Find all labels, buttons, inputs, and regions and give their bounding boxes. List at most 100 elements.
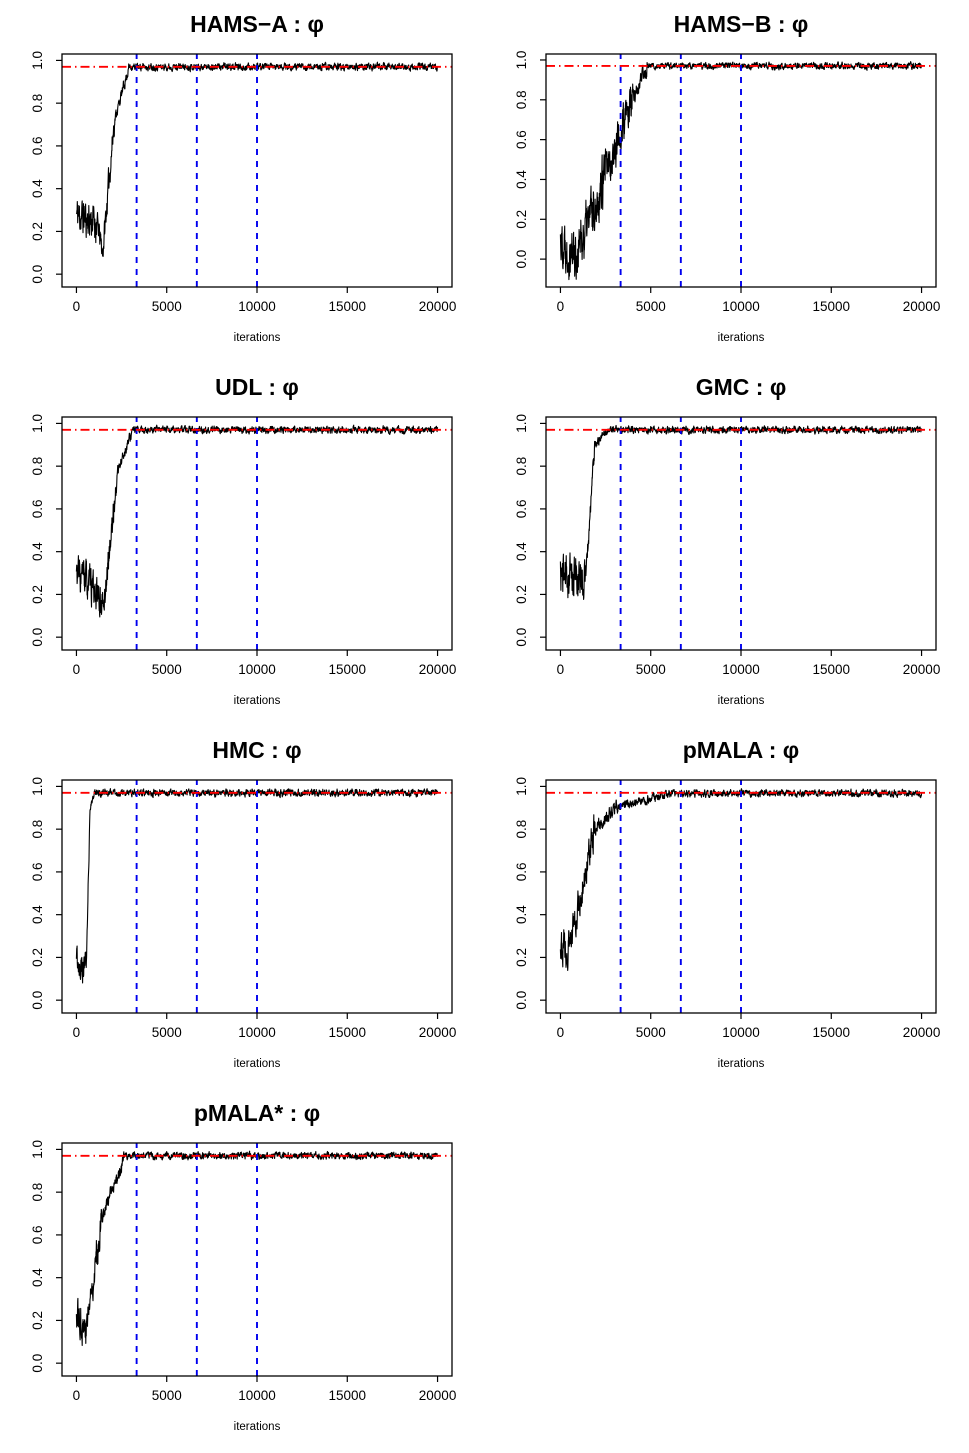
- x-tick-label: 10000: [238, 1025, 276, 1040]
- x-tick-label: 20000: [903, 662, 941, 677]
- x-tick-label: 10000: [238, 1388, 276, 1403]
- chart-title: GMC : φ: [696, 374, 787, 400]
- y-tick-label: 0.6: [30, 1226, 45, 1245]
- x-tick-label: 15000: [329, 299, 367, 314]
- y-tick-label: 1.0: [30, 414, 45, 433]
- y-tick-label: 0.0: [30, 991, 45, 1010]
- x-axis-label: iterations: [718, 1058, 765, 1070]
- y-tick-label: 0.8: [30, 820, 45, 839]
- trace-plot-svg: HAMS−B : φ 0 5000 10000 15000 20000 0.0 0.2 0.4 0…: [514, 11, 941, 344]
- x-tick-label: 15000: [329, 662, 367, 677]
- x-tick-label: 20000: [419, 1388, 457, 1403]
- y-tick-label: 0.4: [30, 905, 45, 924]
- trace-plot-2: HAMS−B : φ 0 5000 10000 15000 20000 0.0 0.2 0.4 0…: [484, 0, 968, 363]
- y-tick-label: 0.6: [30, 863, 45, 882]
- chart-title: HMC : φ: [212, 737, 301, 763]
- trace-plot-7: pMALA* : φ 0 5000 10000 15000 20000 0.0 0.2 0.4 0…: [0, 1089, 484, 1452]
- trace-plot-1: HAMS−A : φ 0 5000 10000 15000 20000 0.0 0.2 0.4 0…: [0, 0, 484, 363]
- x-tick-label: 20000: [903, 299, 941, 314]
- y-tick-label: 0.0: [514, 628, 529, 647]
- y-tick-label: 0.2: [514, 948, 529, 967]
- y-tick-label: 0.8: [514, 457, 529, 476]
- y-tick-label: 0.2: [30, 585, 45, 604]
- trace-plot-5: HMC : φ 0 5000 10000 15000 20000 0.0 0.2 0.4 0.6 0…: [0, 726, 484, 1089]
- x-tick-label: 5000: [152, 662, 182, 677]
- y-tick-label: 0.6: [514, 500, 529, 519]
- x-tick-label: 15000: [329, 1025, 367, 1040]
- y-tick-label: 0.8: [30, 457, 45, 476]
- x-tick-label: 0: [73, 662, 81, 677]
- x-tick-label: 0: [557, 1025, 565, 1040]
- trace-plot-svg: HMC : φ 0 5000 10000 15000 20000 0.0 0.2 0.4 0.6 0…: [30, 737, 457, 1070]
- y-tick-label: 1.0: [30, 777, 45, 796]
- plot-box: [61, 779, 453, 1014]
- y-tick-label: 1.0: [514, 51, 529, 70]
- x-tick-label: 15000: [813, 1025, 851, 1040]
- trace-plot-svg: HAMS−A : φ 0 5000 10000 15000 20000 0.0 0.2 0.4 0…: [30, 11, 457, 344]
- y-tick-label: 0.0: [30, 265, 45, 284]
- x-tick-label: 0: [557, 662, 565, 677]
- x-tick-label: 10000: [238, 299, 276, 314]
- x-tick-label: 10000: [238, 662, 276, 677]
- x-axis-label: iterations: [234, 332, 281, 344]
- y-tick-label: 0.2: [30, 1311, 45, 1330]
- y-tick-label: 0.4: [30, 1268, 45, 1287]
- plot-box: [545, 779, 937, 1014]
- y-tick-label: 0.0: [514, 250, 529, 269]
- trace-plot-4: GMC : φ 0 5000 10000 15000 20000 0.0 0.2 0.4 0.6 0…: [484, 363, 968, 726]
- y-tick-label: 0.2: [514, 585, 529, 604]
- x-tick-label: 10000: [722, 662, 760, 677]
- y-tick-label: 0.4: [30, 542, 45, 561]
- x-tick-label: 5000: [636, 662, 666, 677]
- x-tick-label: 5000: [152, 1388, 182, 1403]
- y-tick-label: 0.6: [30, 500, 45, 519]
- chart-title: pMALA* : φ: [194, 1100, 320, 1126]
- trace-plot-svg: UDL : φ 0 5000 10000 15000 20000 0.0 0.2 0.4 0.6 0…: [30, 374, 456, 707]
- y-tick-label: 0.2: [30, 222, 45, 241]
- y-tick-label: 0.8: [30, 94, 45, 113]
- y-tick-label: 0.0: [514, 991, 529, 1010]
- y-tick-label: 0.0: [30, 628, 45, 647]
- y-tick-label: 0.8: [514, 90, 529, 109]
- y-tick-label: 0.2: [30, 948, 45, 967]
- y-tick-label: 0.4: [514, 170, 529, 189]
- x-axis-label: iterations: [234, 1058, 281, 1070]
- x-axis-label: iterations: [234, 695, 281, 707]
- trace-plot-svg: GMC : φ 0 5000 10000 15000 20000 0.0 0.2 0.4 0.6 0…: [514, 374, 941, 707]
- y-tick-label: 1.0: [514, 414, 529, 433]
- x-axis-label: iterations: [234, 1421, 281, 1433]
- y-tick-label: 0.6: [514, 863, 529, 882]
- y-tick-label: 0.8: [30, 1183, 45, 1202]
- x-tick-label: 20000: [419, 1025, 457, 1040]
- chart-title: HAMS−A : φ: [190, 11, 324, 37]
- y-tick-label: 0.8: [514, 820, 529, 839]
- x-tick-label: 0: [73, 1388, 81, 1403]
- y-tick-label: 0.6: [30, 137, 45, 156]
- x-tick-label: 5000: [636, 299, 666, 314]
- y-tick-label: 0.4: [514, 905, 529, 924]
- plot-box: [545, 416, 937, 651]
- y-tick-label: 1.0: [30, 1140, 45, 1159]
- x-tick-label: 20000: [903, 1025, 941, 1040]
- plot-box: [61, 53, 453, 288]
- x-tick-label: 10000: [722, 1025, 760, 1040]
- y-tick-label: 1.0: [514, 777, 529, 796]
- x-axis-label: iterations: [718, 332, 765, 344]
- x-tick-label: 15000: [329, 1388, 367, 1403]
- x-tick-label: 5000: [636, 1025, 666, 1040]
- x-tick-label: 5000: [152, 1025, 182, 1040]
- trace-plot-6: pMALA : φ 0 5000 10000 15000 20000 0.0 0.2 0.4 0.…: [484, 726, 968, 1089]
- x-tick-label: 5000: [152, 299, 182, 314]
- chart-title: pMALA : φ: [683, 737, 800, 763]
- plot-box: [61, 1142, 453, 1377]
- trace-plot-svg: pMALA : φ 0 5000 10000 15000 20000 0.0 0.2 0.4 0.…: [514, 737, 941, 1070]
- y-tick-label: 1.0: [30, 51, 45, 70]
- x-tick-label: 15000: [813, 299, 851, 314]
- plot-box: [545, 53, 937, 288]
- x-tick-label: 20000: [419, 299, 457, 314]
- trace-plot-3: UDL : φ 0 5000 10000 15000 20000 0.0 0.2 0.4 0.6 0…: [0, 363, 484, 726]
- y-tick-label: 0.6: [514, 130, 529, 149]
- y-tick-label: 0.4: [514, 542, 529, 561]
- x-axis-label: iterations: [718, 695, 765, 707]
